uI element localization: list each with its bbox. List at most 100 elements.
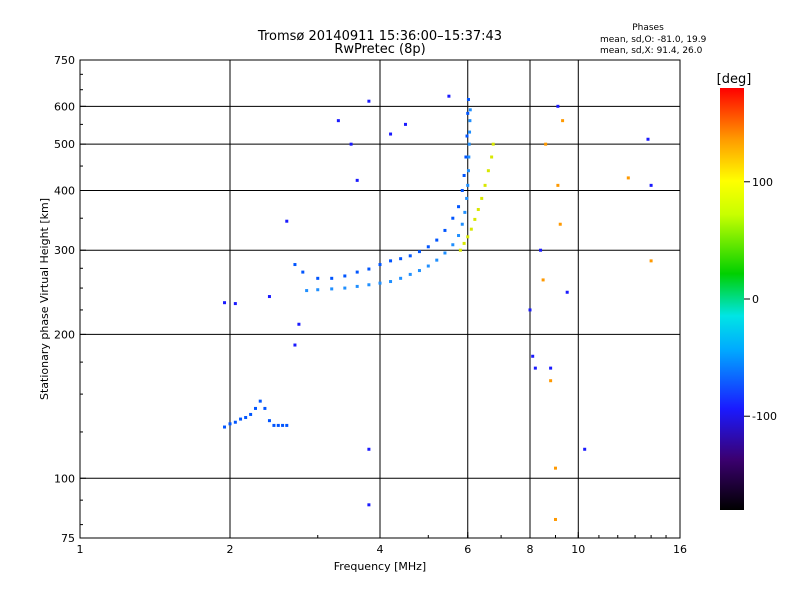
data-point — [465, 134, 469, 138]
data-point — [528, 308, 532, 312]
data-point — [465, 196, 469, 200]
stats-line-x: mean, sd,X: 91.4, 26.0 — [600, 46, 703, 56]
data-point — [343, 286, 347, 290]
y-tick-label: 300 — [54, 244, 75, 257]
data-point — [466, 98, 470, 102]
data-point — [467, 142, 471, 146]
data-point — [468, 130, 472, 134]
data-point — [399, 257, 403, 261]
data-point — [583, 447, 587, 451]
colorbar-ticks: 100 0 -100 — [744, 176, 777, 423]
data-point — [378, 281, 382, 285]
data-point — [466, 183, 470, 187]
data-point — [249, 412, 253, 416]
grid-lines — [80, 60, 680, 538]
y-tick-label: 200 — [54, 328, 75, 341]
data-point — [349, 142, 353, 146]
data-point — [553, 517, 557, 521]
data-point — [408, 254, 412, 258]
data-point — [466, 235, 470, 239]
colorbar-tick-label: -100 — [752, 410, 777, 423]
data-point — [426, 264, 430, 268]
data-point — [399, 276, 403, 280]
data-point — [426, 245, 430, 249]
data-point — [367, 283, 371, 287]
data-point — [490, 155, 494, 159]
data-point — [549, 379, 553, 383]
data-point — [267, 419, 271, 423]
data-point — [435, 238, 439, 242]
data-point — [626, 176, 630, 180]
stats-line-o: mean, sd,O: -81.0, 19.9 — [600, 35, 707, 45]
series-x-trace — [458, 142, 495, 252]
data-point — [272, 423, 276, 427]
data-point — [483, 183, 487, 187]
data-point — [281, 423, 285, 427]
data-point — [558, 222, 562, 226]
x-tick-label: 6 — [464, 543, 471, 556]
data-point — [403, 122, 407, 126]
data-point — [330, 276, 334, 280]
data-point — [239, 417, 243, 421]
data-point — [223, 425, 227, 429]
data-point — [480, 196, 484, 200]
x-tick-label: 10 — [571, 543, 585, 556]
data-point — [451, 243, 455, 247]
data-point — [297, 322, 301, 326]
series-o-trace-lower-f — [305, 108, 472, 293]
data-point — [355, 178, 359, 182]
data-point — [293, 263, 297, 267]
data-point — [544, 142, 548, 146]
data-point — [553, 466, 557, 470]
data-point — [343, 274, 347, 278]
data-point — [646, 137, 650, 141]
data-point — [463, 210, 467, 214]
data-point — [223, 301, 227, 305]
data-point — [462, 173, 466, 177]
data-point — [467, 155, 471, 159]
chart-subtitle: RwPretec (8p) — [334, 42, 425, 57]
data-point — [458, 248, 462, 252]
data-point — [443, 251, 447, 255]
data-point — [408, 272, 412, 276]
data-point — [258, 399, 262, 403]
data-point — [468, 119, 472, 123]
data-point — [466, 169, 470, 173]
data-point — [476, 208, 480, 212]
data-point — [367, 267, 371, 271]
chart-title: Tromsø 20140911 15:36:00–15:37:43 — [257, 29, 502, 44]
stats-header: Phases — [632, 23, 664, 33]
data-point — [486, 169, 490, 173]
data-point — [447, 94, 451, 98]
data-point — [305, 289, 309, 293]
x-tick-label: 1 — [77, 543, 84, 556]
axis-ticks: 1 2 4 6 8 10 16 75 100 200 300 400 500 600 750 — [54, 54, 687, 556]
data-point — [457, 205, 461, 209]
data-point — [355, 270, 359, 274]
data-point — [316, 288, 320, 292]
data-point — [233, 302, 237, 306]
data-point — [253, 406, 257, 410]
data-point — [389, 259, 393, 263]
series-scattered-x-echoes — [541, 119, 653, 521]
data-point — [460, 188, 464, 192]
data-point — [301, 270, 305, 274]
data-point — [468, 108, 472, 112]
data-point — [367, 99, 371, 103]
data-point — [539, 248, 543, 252]
data-point — [389, 280, 393, 284]
data-point — [451, 216, 455, 220]
series-scattered-echoes — [223, 94, 653, 507]
series-e-region-spread — [223, 399, 289, 429]
data-point — [531, 354, 535, 358]
data-point — [549, 366, 553, 370]
data-point — [285, 219, 289, 223]
data-point — [457, 234, 461, 238]
data-point — [233, 420, 237, 424]
data-point — [367, 503, 371, 507]
data-point — [316, 276, 320, 280]
y-tick-label: 400 — [54, 184, 75, 197]
data-point — [556, 104, 560, 108]
data-point — [417, 269, 421, 273]
